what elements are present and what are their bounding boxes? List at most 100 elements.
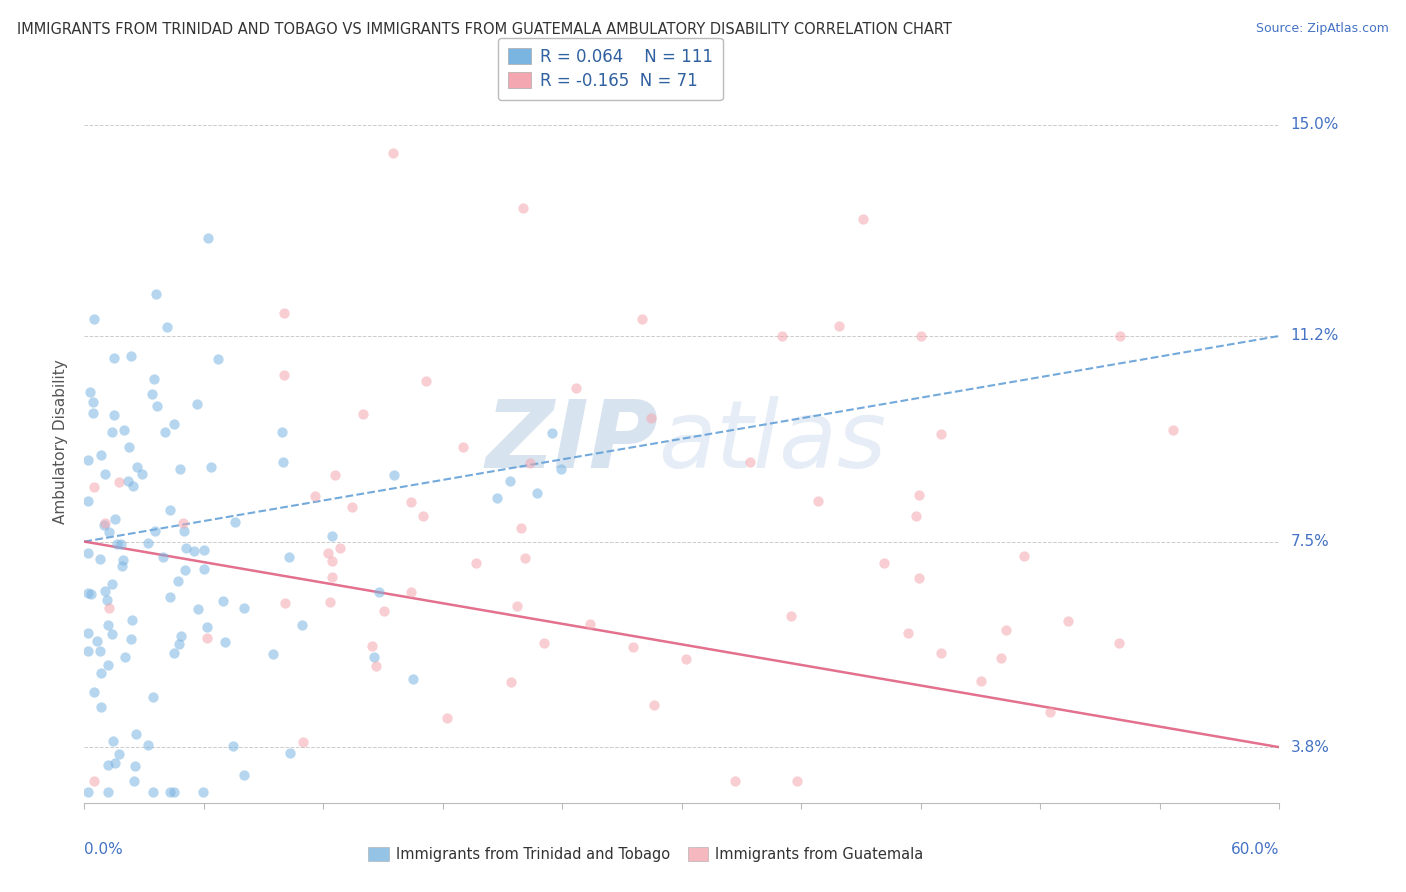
Point bbox=[173, 524, 195, 538]
Point bbox=[321, 554, 343, 568]
Point bbox=[274, 596, 297, 610]
Point bbox=[120, 349, 142, 363]
Point bbox=[152, 549, 174, 564]
Point bbox=[121, 613, 143, 627]
Text: ZIP: ZIP bbox=[485, 395, 658, 488]
Point bbox=[145, 287, 167, 301]
Point bbox=[316, 546, 339, 560]
Point bbox=[323, 468, 346, 483]
Point bbox=[640, 411, 662, 425]
Point bbox=[506, 599, 529, 613]
Point bbox=[904, 509, 927, 524]
Text: atlas: atlas bbox=[658, 396, 886, 487]
Point bbox=[329, 541, 352, 555]
Point bbox=[186, 396, 208, 410]
Point bbox=[872, 556, 894, 570]
Point bbox=[153, 425, 176, 439]
Text: 15.0%: 15.0% bbox=[1291, 117, 1339, 132]
Point bbox=[97, 657, 120, 672]
Point bbox=[121, 478, 143, 492]
Point bbox=[382, 145, 405, 160]
Point bbox=[415, 375, 437, 389]
Point bbox=[90, 448, 112, 462]
Point bbox=[103, 408, 125, 422]
Point bbox=[278, 549, 301, 564]
Point bbox=[90, 699, 112, 714]
Point bbox=[98, 601, 121, 615]
Point bbox=[970, 673, 993, 688]
Point bbox=[97, 618, 120, 632]
Point bbox=[291, 734, 314, 748]
Point bbox=[273, 368, 295, 382]
Point bbox=[83, 312, 105, 326]
Point bbox=[101, 577, 124, 591]
Point bbox=[89, 644, 111, 658]
Point bbox=[183, 544, 205, 558]
Point bbox=[990, 650, 1012, 665]
Point bbox=[197, 231, 219, 245]
Point bbox=[125, 459, 148, 474]
Point bbox=[77, 546, 100, 560]
Text: 11.2%: 11.2% bbox=[1291, 328, 1339, 343]
Point bbox=[273, 305, 295, 319]
Point bbox=[361, 640, 384, 654]
Point bbox=[82, 395, 104, 409]
Point bbox=[107, 475, 129, 490]
Text: 3.8%: 3.8% bbox=[1291, 739, 1330, 755]
Point bbox=[167, 574, 190, 589]
Point bbox=[770, 329, 793, 343]
Point bbox=[117, 475, 139, 489]
Point bbox=[631, 312, 654, 326]
Point bbox=[786, 773, 808, 788]
Point bbox=[156, 320, 179, 334]
Point bbox=[929, 646, 952, 660]
Point bbox=[207, 352, 229, 367]
Point bbox=[779, 609, 801, 624]
Point bbox=[90, 666, 112, 681]
Point bbox=[513, 551, 536, 566]
Point bbox=[136, 536, 159, 550]
Point bbox=[373, 813, 395, 827]
Point bbox=[197, 620, 219, 634]
Point bbox=[224, 516, 246, 530]
Text: Source: ZipAtlas.com: Source: ZipAtlas.com bbox=[1256, 22, 1389, 36]
Point bbox=[94, 467, 117, 481]
Point bbox=[141, 387, 163, 401]
Point bbox=[412, 508, 434, 523]
Point bbox=[827, 318, 849, 333]
Point bbox=[125, 727, 148, 741]
Point bbox=[271, 455, 294, 469]
Point bbox=[499, 474, 522, 488]
Point bbox=[512, 201, 534, 215]
Point bbox=[193, 543, 215, 558]
Point bbox=[187, 602, 209, 616]
Point bbox=[1109, 329, 1132, 343]
Point bbox=[111, 558, 134, 573]
Text: 7.5%: 7.5% bbox=[1291, 534, 1329, 549]
Point bbox=[368, 585, 391, 599]
Point bbox=[89, 552, 111, 566]
Point bbox=[214, 635, 236, 649]
Point bbox=[174, 563, 197, 577]
Point bbox=[550, 461, 572, 475]
Point bbox=[163, 646, 186, 660]
Point bbox=[907, 571, 929, 585]
Point bbox=[143, 524, 166, 539]
Point bbox=[93, 517, 115, 532]
Point bbox=[97, 758, 120, 772]
Point bbox=[401, 495, 423, 509]
Point bbox=[540, 425, 562, 440]
Point bbox=[1039, 705, 1062, 719]
Text: 60.0%: 60.0% bbox=[1232, 842, 1279, 856]
Point bbox=[97, 524, 120, 539]
Point bbox=[131, 467, 153, 481]
Point bbox=[104, 756, 127, 771]
Point bbox=[436, 711, 458, 725]
Point bbox=[103, 512, 125, 526]
Point bbox=[105, 537, 128, 551]
Point bbox=[304, 489, 326, 503]
Point bbox=[159, 785, 181, 799]
Point bbox=[222, 739, 245, 753]
Point bbox=[232, 601, 254, 615]
Point bbox=[262, 647, 284, 661]
